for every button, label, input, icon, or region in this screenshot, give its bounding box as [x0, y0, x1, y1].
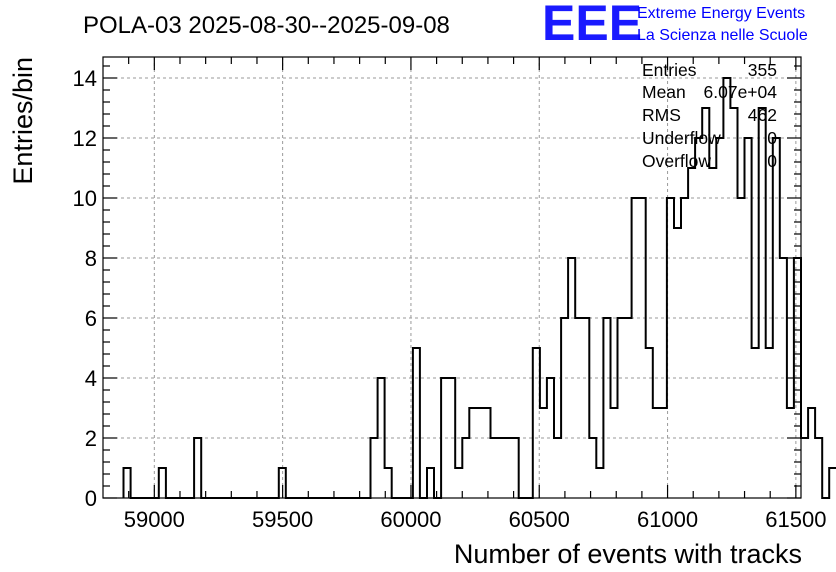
y-tick-label: 4 — [85, 366, 97, 391]
x-tick-label: 60500 — [509, 507, 570, 532]
y-axis-label: Entries/bin — [8, 57, 38, 185]
eee-logo-line2: La Scienza nelle Scuole — [637, 27, 808, 44]
x-tick-label: 59000 — [124, 507, 185, 532]
x-tick-label: 61500 — [765, 507, 826, 532]
x-tick-label: 61000 — [637, 507, 698, 532]
stats-overflow-label: Overflow — [642, 151, 711, 171]
x-tick-label: 59500 — [252, 507, 313, 532]
stats-overflow-value: 0 — [767, 151, 777, 171]
eee-logo-line1: Extreme Energy Events — [637, 5, 805, 22]
stats-mean-value: 6.07e+04 — [704, 82, 778, 102]
y-tick-labels: 0 2 4 6 8 10 12 14 — [73, 66, 97, 511]
eee-logo: EEE Extreme Energy Events La Scienza nel… — [542, 0, 808, 51]
stats-underflow-label: Underflow — [642, 128, 721, 148]
y-tick-label: 14 — [73, 66, 97, 91]
stats-rms-label: RMS — [642, 105, 681, 125]
stats-mean-label: Mean — [642, 82, 686, 102]
stats-box: Entries 355 Mean 6.07e+04 RMS 462 Underf… — [642, 60, 777, 171]
x-tick-label: 60000 — [380, 507, 441, 532]
grid-lines — [103, 57, 801, 499]
x-tick-labels: 59000 59500 60000 60500 61000 61500 — [124, 507, 827, 532]
y-tick-label: 10 — [73, 186, 97, 211]
y-tick-label: 8 — [85, 246, 97, 271]
y-tick-label: 2 — [85, 426, 97, 451]
x-axis-label: Number of events with tracks — [454, 539, 802, 569]
stats-entries-value: 355 — [748, 60, 777, 80]
y-tick-label: 0 — [85, 486, 97, 511]
stats-underflow-value: 0 — [767, 128, 777, 148]
y-tick-label: 6 — [85, 306, 97, 331]
y-tick-label: 12 — [73, 126, 97, 151]
plot-frame — [102, 56, 802, 499]
histogram-series-line — [122, 77, 836, 499]
stats-rms-value: 462 — [748, 105, 777, 125]
eee-logo-mark: EEE — [542, 0, 642, 51]
chart-title: POLA-03 2025-08-30--2025-09-08 — [83, 12, 450, 39]
axis-ticks — [103, 57, 801, 499]
stats-entries-label: Entries — [642, 60, 697, 80]
